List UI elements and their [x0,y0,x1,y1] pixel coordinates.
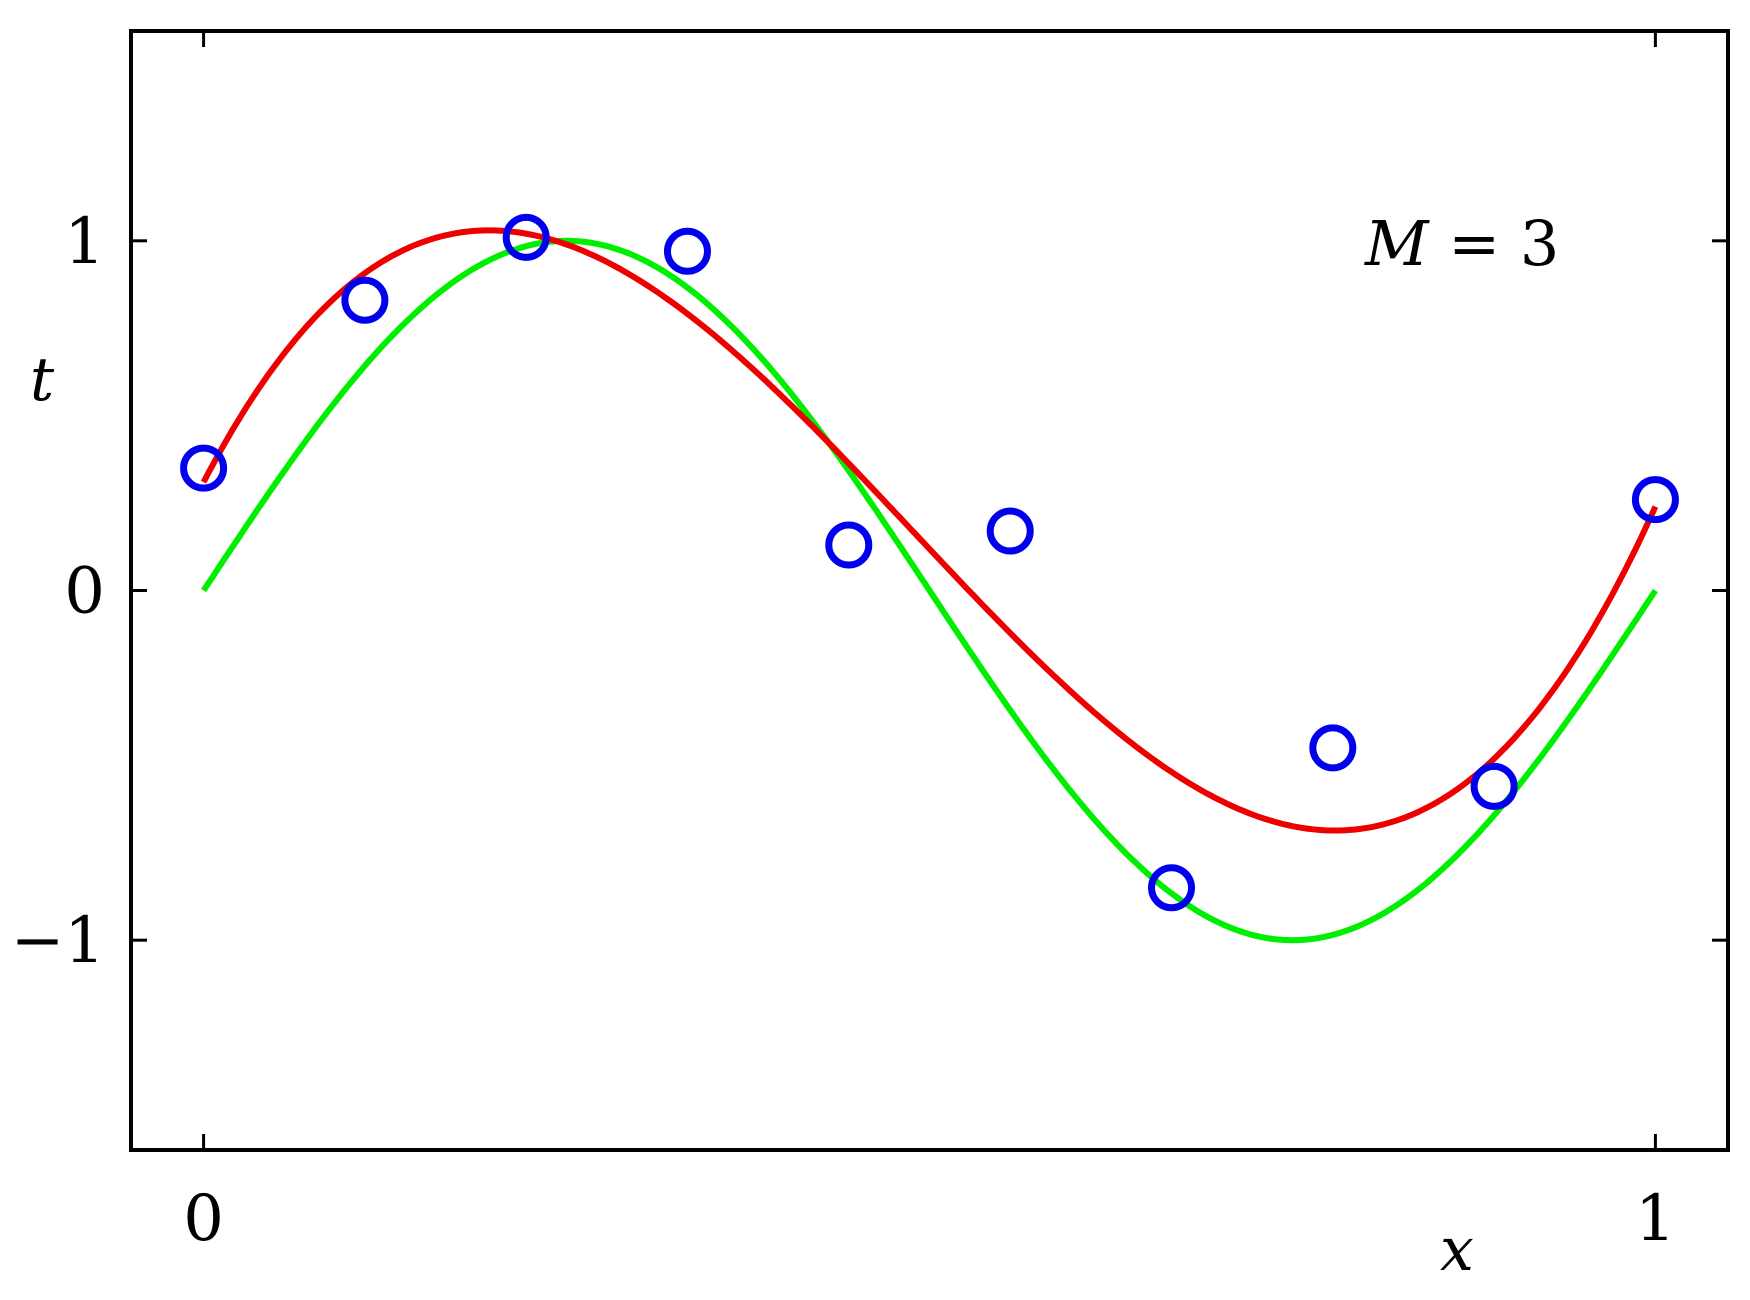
annotation-variable: M [1364,207,1430,280]
data-points [180,213,1679,912]
x-tick-label: 0 [183,1182,224,1256]
y-tick-label: −1 [11,904,105,978]
data-point [502,213,550,261]
data-point [825,521,873,569]
annotation-value: = 3 [1428,207,1559,280]
data-point [180,444,228,492]
data-point [663,227,711,275]
annotation: M = 3 [1364,207,1559,280]
data-point [341,276,389,324]
data-point [1309,724,1357,772]
y-tick-label: 0 [64,555,105,629]
data-point [1148,864,1196,912]
y-axis-label: t [30,345,55,415]
data-point [1631,476,1679,524]
plot-frame [129,29,1730,1152]
x-tick-label: 1 [1635,1182,1676,1256]
polynomial-fit-curve [200,227,1659,834]
x-axis-label: x [1440,1215,1474,1285]
ticks: 0 1 −1 0 1 [11,31,1728,1256]
true-function-curve [201,237,1658,944]
curves [200,227,1659,944]
y-tick-label: 1 [64,205,105,279]
data-point [986,507,1034,555]
data-point [1470,762,1518,810]
